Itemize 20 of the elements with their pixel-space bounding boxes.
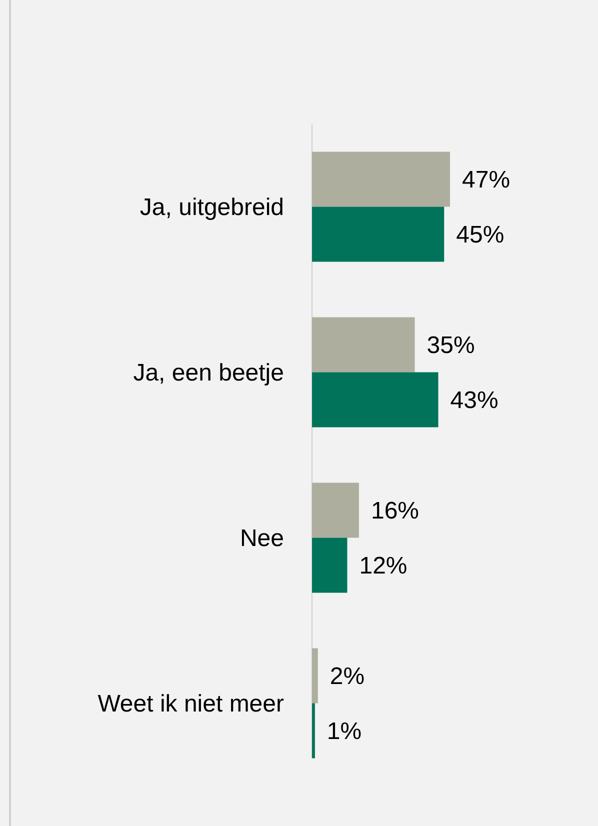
data-label: 16% [370, 497, 420, 524]
data-label: 12% [359, 552, 408, 580]
data-label: 1% [326, 718, 362, 745]
y-tick-label: Ja, een beetje [133, 359, 284, 386]
data-label: 43% [450, 386, 498, 414]
bar [312, 703, 315, 758]
bar [312, 372, 438, 428]
data-label: 2% [330, 662, 365, 690]
data-label: 45% [456, 221, 504, 248]
bar [312, 317, 415, 372]
y-tick-label: Ja, uitgebreid [140, 194, 284, 221]
y-tick-label: Weet ik niet meer [98, 690, 284, 718]
data-label: 35% [426, 332, 475, 359]
data-label: 47% [462, 166, 510, 194]
bar [312, 648, 318, 704]
bar [312, 538, 348, 593]
bar [312, 482, 359, 538]
bar [312, 206, 444, 262]
y-tick-label: Nee [240, 524, 284, 552]
bar [312, 152, 450, 207]
